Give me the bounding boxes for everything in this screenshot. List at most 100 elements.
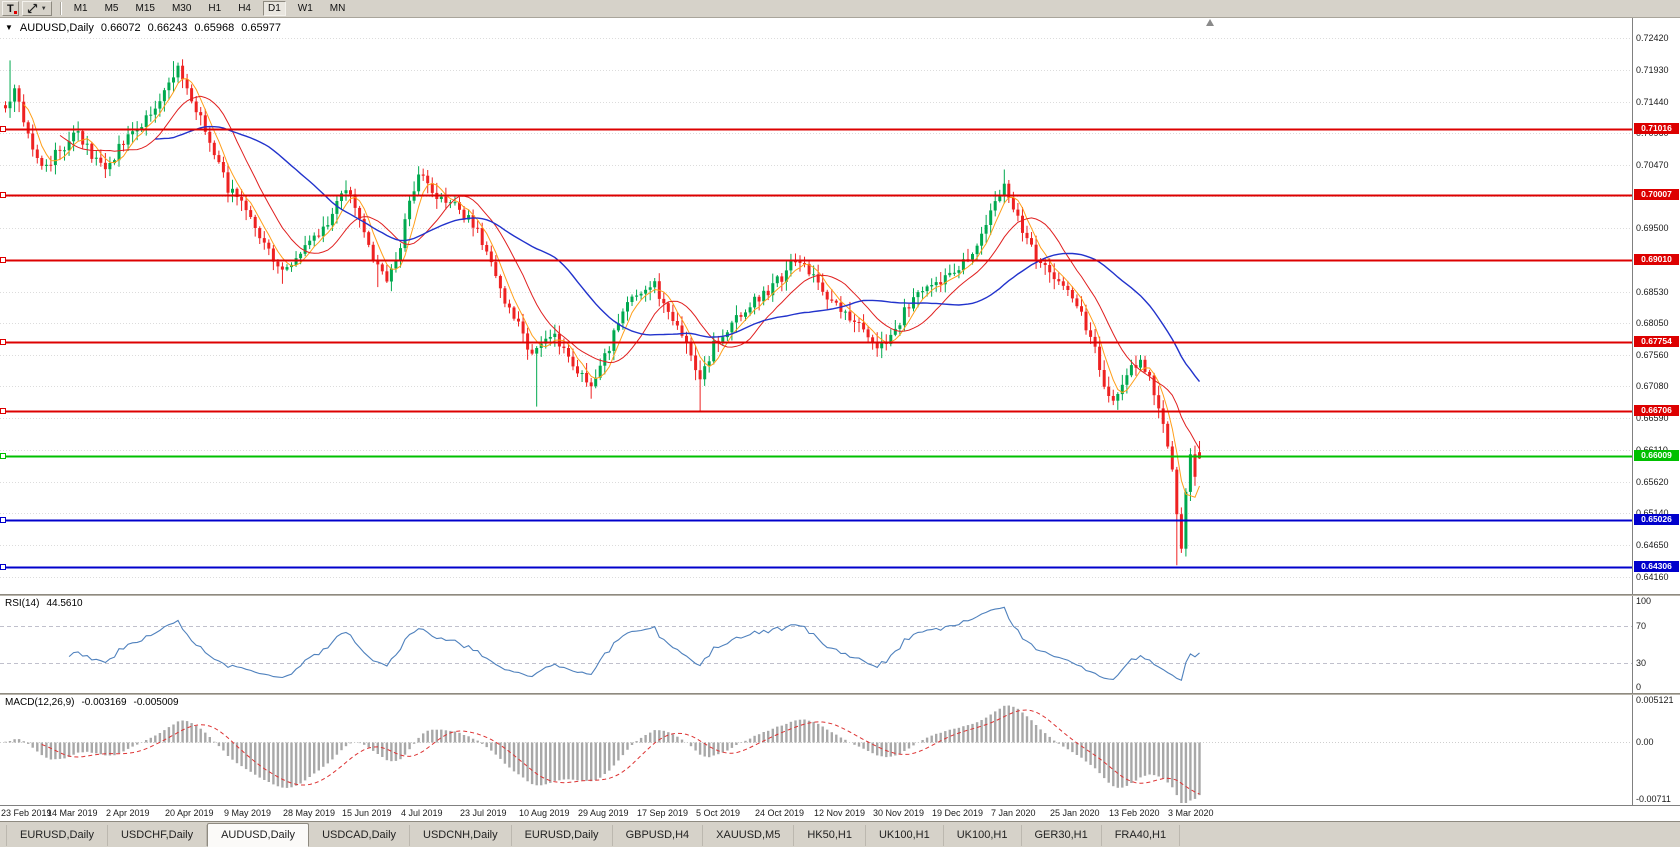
ohlc-close: 0.65977: [241, 22, 281, 34]
date-label: 3 Mar 2020: [1168, 808, 1214, 818]
pointer-tool-button[interactable]: ▼: [21, 1, 52, 16]
price-tick: 0.65140: [1636, 508, 1669, 518]
timeframe-button-m1[interactable]: M1: [73, 3, 88, 14]
price-tick: 0.70470: [1636, 160, 1669, 170]
rsi-panel[interactable]: RSI(14) 44.5610 100 70 30 0: [0, 596, 1680, 693]
timeframe-button-h4[interactable]: H4: [238, 3, 251, 14]
rsi-tick: 100: [1636, 596, 1652, 606]
price-tick: 0.71440: [1636, 97, 1669, 107]
rsi-tick: 70: [1636, 621, 1647, 631]
date-label: 24 Oct 2019: [755, 808, 805, 818]
toolbar-separator: [59, 2, 61, 15]
price-tick: 0.71930: [1636, 65, 1669, 75]
timeframe-button-m15[interactable]: M15: [135, 3, 155, 14]
macd-signal-value: -0.005009: [133, 697, 179, 708]
price-tick: 0.67560: [1636, 350, 1669, 360]
price-grid: [0, 38, 1632, 578]
price-tick: 0.65620: [1636, 477, 1669, 487]
chart-tab-uk100-h1[interactable]: UK100,H1: [944, 825, 1022, 846]
panel-splitter[interactable]: [0, 594, 1680, 596]
chart-tab-usdcnh-daily[interactable]: USDCNH,Daily: [410, 825, 512, 846]
chart-menu-icon[interactable]: ▼: [5, 23, 13, 32]
price-tick: 0.68050: [1636, 318, 1669, 328]
price-scale[interactable]: 0.724200.719300.714400.709600.704700.699…: [1632, 18, 1680, 594]
macd-label: MACD(12,26,9) -0.003169 -0.005009: [5, 697, 179, 708]
timeframe-button-h1[interactable]: H1: [208, 3, 222, 14]
candles-layer: [4, 59, 1201, 566]
ma-line-13: [59, 95, 1200, 450]
chart-tab-audusd-daily[interactable]: AUDUSD,Daily: [207, 823, 310, 847]
macd-histogram: [4, 705, 1201, 803]
chart-tab-eurusd-daily[interactable]: EURUSD,Daily: [512, 825, 613, 846]
chart-symbol: AUDUSD,Daily: [19, 22, 94, 34]
date-label: 13 Feb 2020: [1109, 808, 1160, 818]
price-tick: 0.68530: [1636, 287, 1669, 297]
price-chart-panel[interactable]: ▼ AUDUSD,Daily 0.66072 0.66243 0.65968 0…: [0, 18, 1680, 594]
ohlc-high: 0.66243: [147, 22, 188, 34]
timeframe-button-w1[interactable]: W1: [297, 3, 313, 14]
level-price-label: 0.69010: [1634, 254, 1679, 265]
ohlc-low: 0.65968: [194, 22, 235, 34]
level-price-label: 0.66706: [1634, 405, 1679, 416]
rsi-line: [68, 606, 1200, 682]
macd-panel[interactable]: MACD(12,26,9) -0.003169 -0.005009 0.0051…: [0, 695, 1680, 805]
chart-title: ▼ AUDUSD,Daily 0.66072 0.66243 0.65968 0…: [5, 22, 281, 34]
horizontal-levels: [0, 126, 1632, 570]
level-price-label: 0.71016: [1634, 123, 1679, 134]
time-axis[interactable]: 23 Feb 2019 14 Mar 2019 2 Apr 2019 20 Apr 2…: [0, 805, 1680, 821]
macd-tick: 0.005121: [1636, 695, 1674, 705]
date-label: 17 Sep 2019: [637, 808, 689, 818]
macd-tick: 0.00: [1636, 737, 1654, 747]
rsi-tick: 30: [1636, 658, 1647, 668]
price-chart-svg[interactable]: [0, 18, 1632, 594]
timeframe-button-d1[interactable]: D1: [263, 1, 286, 16]
chart-tab-xauusd-m5[interactable]: XAUUSD,M5: [703, 825, 795, 846]
timeframe-toolbar: T ▼ M1 M5 M15 M30 H1 H4 D1 W1 MN: [0, 0, 1680, 18]
rsi-chart-svg[interactable]: [0, 596, 1632, 693]
panel-splitter[interactable]: [0, 693, 1680, 695]
chart-tab-uk100-h1[interactable]: UK100,H1: [866, 825, 944, 846]
chart-tab-eurusd-daily[interactable]: EURUSD,Daily: [6, 825, 108, 846]
timeframe-button-m30[interactable]: M30: [171, 3, 192, 14]
rsi-label: RSI(14) 44.5610: [5, 598, 83, 609]
macd-scale[interactable]: 0.005121 0.00 -0.00711: [1632, 695, 1680, 805]
date-label: 23 Jul 2019: [460, 808, 507, 818]
date-label: 5 Oct 2019: [696, 808, 741, 818]
rsi-value: 44.5610: [46, 598, 83, 609]
macd-signal-line: [41, 709, 1200, 795]
level-price-label: 0.65026: [1634, 514, 1679, 525]
macd-tick: -0.00711: [1636, 794, 1671, 804]
level-price-label: 0.64306: [1634, 561, 1679, 572]
text-tool-label: T: [7, 2, 14, 15]
chart-tab-ger30-h1[interactable]: GER30,H1: [1022, 825, 1102, 846]
chart-tab-hk50-h1[interactable]: HK50,H1: [794, 825, 866, 846]
macd-name: MACD(12,26,9): [5, 697, 75, 708]
chart-tab-usdchf-daily[interactable]: USDCHF,Daily: [108, 825, 208, 846]
chart-tab-usdcad-daily[interactable]: USDCAD,Daily: [309, 825, 411, 846]
ohlc-open: 0.66072: [100, 22, 141, 34]
date-label: 10 Aug 2019: [519, 808, 570, 818]
timeframe-button-m5[interactable]: M5: [104, 3, 119, 14]
level-price-label: 0.70007: [1634, 189, 1679, 200]
rsi-scale[interactable]: 100 70 30 0: [1632, 596, 1680, 693]
macd-chart-svg[interactable]: [0, 695, 1632, 805]
price-tick: 0.64650: [1636, 540, 1669, 550]
date-label: 23 Feb 2019: [1, 808, 52, 818]
date-label: 7 Jan 2020: [991, 808, 1036, 818]
ma-line-5: [23, 78, 1200, 498]
timeframe-button-mn[interactable]: MN: [329, 3, 346, 14]
rsi-name: RSI(14): [5, 598, 40, 609]
price-tick: 0.64160: [1636, 572, 1669, 582]
chart-tab-fra40-h1[interactable]: FRA40,H1: [1102, 825, 1181, 846]
date-label: 30 Nov 2019: [873, 808, 925, 818]
price-tick: 0.66590: [1636, 413, 1669, 423]
text-tool-button[interactable]: T: [2, 1, 19, 16]
date-label: 14 Mar 2019: [47, 808, 98, 818]
rsi-tick: 0: [1636, 682, 1642, 692]
chart-tab-gbpusd-h4[interactable]: GBPUSD,H4: [613, 825, 704, 846]
level-price-label: 0.67754: [1634, 336, 1679, 347]
date-label: 12 Nov 2019: [814, 808, 866, 818]
text-tool-mark-icon: [13, 11, 17, 14]
level-price-label: 0.66009: [1634, 450, 1679, 461]
